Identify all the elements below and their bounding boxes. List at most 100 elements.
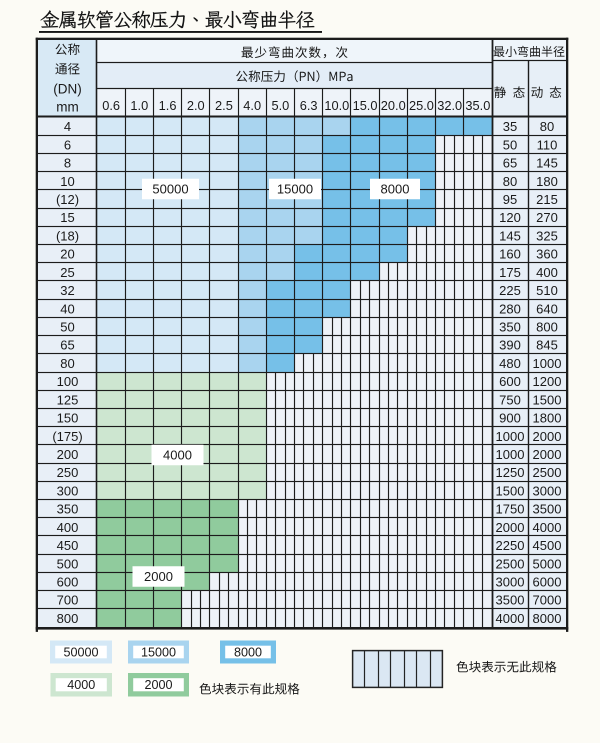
svg-text:80: 80 — [60, 356, 74, 371]
svg-text:3000: 3000 — [533, 483, 562, 498]
svg-text:280: 280 — [499, 301, 521, 316]
svg-text:50: 50 — [503, 137, 517, 152]
svg-text:8000: 8000 — [381, 182, 410, 197]
svg-text:7000: 7000 — [533, 593, 562, 608]
svg-text:3500: 3500 — [496, 593, 525, 608]
svg-text:1000: 1000 — [496, 447, 525, 462]
svg-text:3500: 3500 — [533, 502, 562, 517]
svg-text:50: 50 — [60, 319, 74, 334]
svg-text:125: 125 — [57, 392, 79, 407]
svg-text:350: 350 — [57, 502, 79, 517]
svg-text:1800: 1800 — [533, 411, 562, 426]
svg-text:110: 110 — [537, 137, 558, 152]
svg-text:225: 225 — [499, 283, 521, 298]
svg-text:6.3: 6.3 — [300, 98, 318, 113]
svg-text:800: 800 — [536, 319, 558, 334]
svg-text:390: 390 — [499, 338, 521, 353]
svg-text:5.0: 5.0 — [271, 98, 289, 113]
svg-text:700: 700 — [57, 593, 79, 608]
svg-text:600: 600 — [499, 374, 521, 389]
svg-text:4000: 4000 — [533, 520, 562, 535]
svg-text:2500: 2500 — [496, 556, 525, 571]
svg-text:8: 8 — [64, 156, 71, 171]
svg-text:(DN): (DN) — [53, 82, 82, 97]
svg-text:(12): (12) — [56, 192, 79, 207]
svg-text:200: 200 — [57, 447, 79, 462]
svg-text:800: 800 — [57, 611, 79, 626]
svg-text:2500: 2500 — [533, 465, 562, 480]
svg-text:15000: 15000 — [141, 645, 176, 659]
svg-text:2000: 2000 — [496, 520, 525, 535]
svg-text:4: 4 — [64, 119, 71, 134]
svg-text:2000: 2000 — [533, 429, 562, 444]
svg-text:32.0: 32.0 — [437, 98, 462, 113]
svg-text:2000: 2000 — [144, 569, 173, 584]
svg-text:300: 300 — [57, 483, 79, 498]
svg-text:4000: 4000 — [67, 678, 95, 692]
svg-text:1250: 1250 — [496, 465, 525, 480]
svg-text:510: 510 — [536, 283, 558, 298]
svg-text:2000: 2000 — [144, 678, 172, 692]
svg-text:1750: 1750 — [496, 502, 525, 517]
svg-text:1000: 1000 — [496, 429, 525, 444]
svg-text:80: 80 — [503, 174, 517, 189]
svg-text:50000: 50000 — [152, 182, 188, 197]
svg-text:4000: 4000 — [496, 611, 525, 626]
svg-text:65: 65 — [503, 156, 517, 171]
svg-text:25: 25 — [60, 265, 74, 280]
svg-text:2.0: 2.0 — [187, 98, 205, 113]
svg-text:600: 600 — [57, 574, 79, 589]
svg-text:270: 270 — [536, 210, 558, 225]
svg-text:500: 500 — [57, 556, 79, 571]
svg-text:640: 640 — [536, 301, 558, 316]
svg-text:20.0: 20.0 — [381, 98, 406, 113]
svg-text:250: 250 — [57, 465, 79, 480]
svg-text:325: 325 — [536, 228, 558, 243]
svg-text:0.6: 0.6 — [102, 98, 120, 113]
svg-text:65: 65 — [60, 338, 74, 353]
svg-text:120: 120 — [499, 210, 521, 225]
svg-text:2.5: 2.5 — [215, 98, 233, 113]
svg-text:6000: 6000 — [533, 574, 562, 589]
svg-text:15: 15 — [60, 210, 74, 225]
svg-text:1500: 1500 — [533, 392, 562, 407]
svg-text:40: 40 — [60, 301, 74, 316]
svg-text:8000: 8000 — [234, 645, 262, 659]
svg-text:35.0: 35.0 — [465, 98, 490, 113]
svg-text:400: 400 — [536, 265, 558, 280]
svg-text:8000: 8000 — [533, 611, 562, 626]
svg-text:80: 80 — [540, 119, 554, 134]
svg-text:10.0: 10.0 — [324, 98, 349, 113]
svg-text:(18): (18) — [56, 228, 79, 243]
svg-text:mm: mm — [56, 100, 79, 115]
svg-text:480: 480 — [499, 356, 521, 371]
svg-text:145: 145 — [536, 156, 558, 171]
svg-text:25.0: 25.0 — [409, 98, 434, 113]
svg-text:100: 100 — [57, 374, 79, 389]
svg-text:1.0: 1.0 — [130, 98, 148, 113]
svg-text:180: 180 — [536, 174, 558, 189]
svg-text:4.0: 4.0 — [243, 98, 261, 113]
svg-text:1000: 1000 — [533, 356, 562, 371]
svg-text:15000: 15000 — [277, 182, 313, 197]
svg-text:1500: 1500 — [496, 483, 525, 498]
svg-text:4500: 4500 — [533, 538, 562, 553]
svg-text:35: 35 — [503, 119, 517, 134]
svg-text:15.0: 15.0 — [353, 98, 378, 113]
svg-text:160: 160 — [499, 247, 521, 262]
svg-text:20: 20 — [60, 247, 74, 262]
svg-text:2250: 2250 — [496, 538, 525, 553]
svg-text:95: 95 — [503, 192, 517, 207]
svg-text:(175): (175) — [52, 429, 82, 444]
svg-text:1.6: 1.6 — [159, 98, 177, 113]
svg-text:215: 215 — [536, 192, 558, 207]
svg-text:400: 400 — [57, 520, 79, 535]
svg-text:1200: 1200 — [533, 374, 562, 389]
svg-text:2000: 2000 — [533, 447, 562, 462]
svg-text:5000: 5000 — [533, 556, 562, 571]
svg-text:175: 175 — [499, 265, 521, 280]
svg-text:4000: 4000 — [163, 448, 192, 463]
svg-text:32: 32 — [60, 283, 74, 298]
svg-text:145: 145 — [499, 228, 521, 243]
svg-text:50000: 50000 — [63, 645, 98, 659]
